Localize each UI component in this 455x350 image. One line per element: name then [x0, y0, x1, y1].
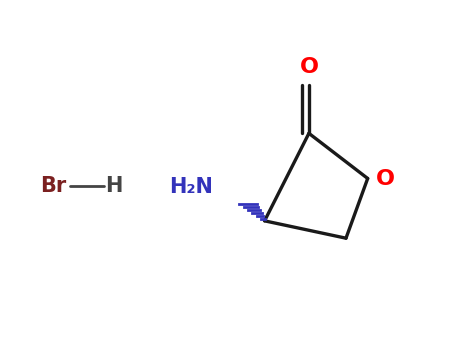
- Text: O: O: [376, 169, 395, 189]
- Text: Br: Br: [40, 176, 66, 196]
- Text: O: O: [300, 57, 319, 77]
- Text: H: H: [105, 176, 122, 196]
- Text: H₂N: H₂N: [169, 177, 213, 197]
